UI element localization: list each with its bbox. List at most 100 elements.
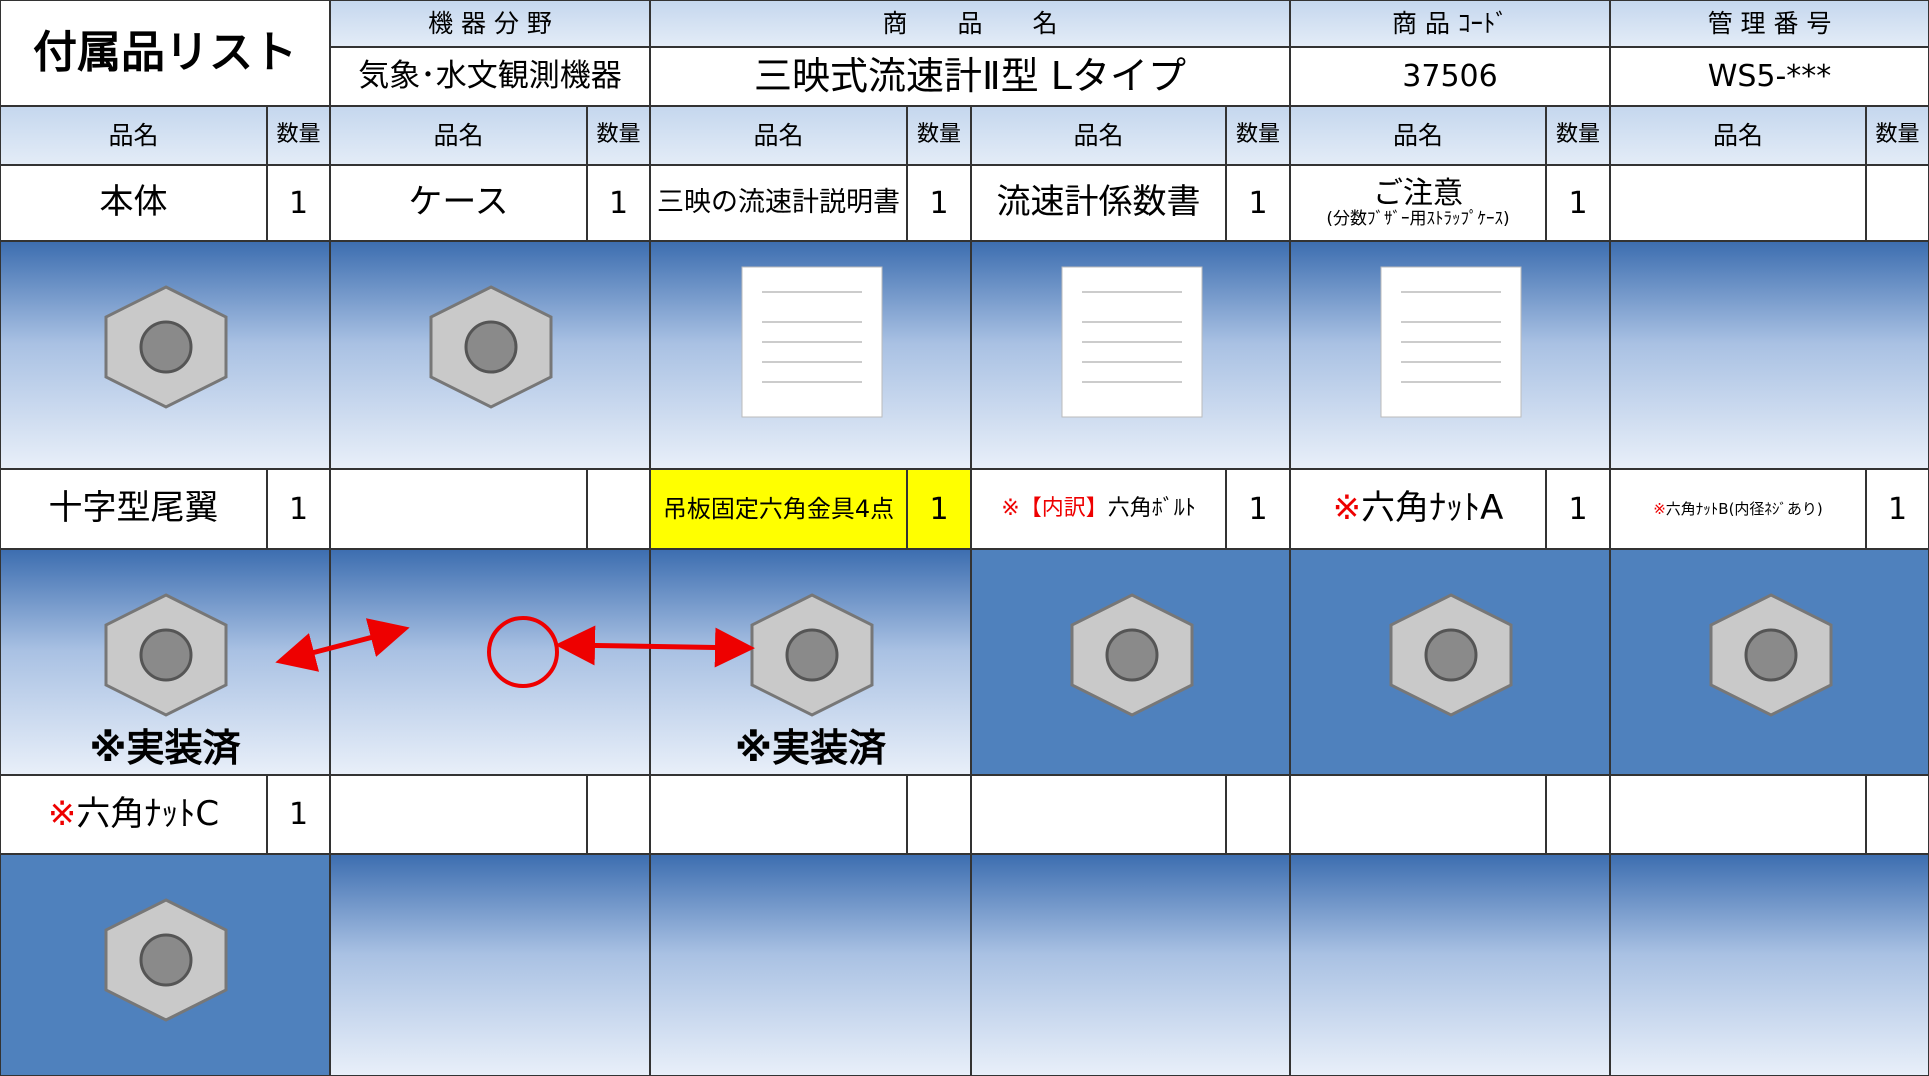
item-image-cell	[650, 241, 971, 469]
field-value: 37506	[1290, 47, 1610, 106]
item-name: 十字型尾翼	[48, 488, 219, 529]
item-picture	[104, 898, 228, 1022]
col-header-name: 品名	[108, 120, 159, 150]
col-header-name: 品名	[753, 120, 804, 150]
item-image-cell	[0, 241, 330, 469]
item-name-cell	[1610, 775, 1866, 854]
title-cell: 付属品リスト	[0, 0, 330, 106]
item-qty: 1	[929, 185, 949, 221]
image-note: ※実装済	[89, 726, 241, 771]
item-image-cell	[330, 854, 650, 1076]
item-picture	[1070, 593, 1193, 717]
item-name: ご注意	[1373, 176, 1463, 212]
item-note: ※	[1653, 500, 1666, 519]
col-header-qty: 数量	[1235, 122, 1280, 148]
item-name-cell	[1290, 775, 1546, 854]
item-picture	[104, 593, 228, 717]
item-image-cell	[650, 854, 971, 1076]
item-qty: 1	[1248, 185, 1268, 221]
item-name-cell	[650, 775, 907, 854]
item-image-cell	[971, 241, 1290, 469]
item-name: 六角ﾎﾞﾙﾄ	[1107, 495, 1196, 521]
item-qty-cell: 1	[907, 469, 971, 549]
col-header-qty: 数量	[916, 122, 961, 148]
item-qty-cell	[907, 775, 971, 854]
item-qty-cell	[1866, 165, 1929, 241]
item-qty-cell	[1546, 775, 1610, 854]
item-name-line: ※六角ﾅｯﾄB(内径ﾈｼﾞあり)	[1653, 500, 1823, 518]
title: 付属品リスト	[33, 26, 297, 78]
field-label: 商 品 名	[650, 0, 1290, 47]
col-header: 品名	[1290, 106, 1546, 165]
item-qty: 1	[288, 797, 309, 832]
item-qty-cell	[1866, 775, 1929, 854]
item-name-cell: 十字型尾翼	[0, 469, 267, 549]
col-header-name: 品名	[1392, 120, 1443, 150]
item-qty: 1	[1887, 491, 1908, 527]
field-label-text: 商 品 ｺｰﾄﾞ	[1392, 8, 1508, 38]
item-qty: 1	[1568, 491, 1588, 527]
field-label-text: 管 理 番 号	[1707, 8, 1832, 38]
item-picture	[1061, 266, 1202, 418]
item-note: ※【内訳】	[1001, 495, 1108, 521]
item-name: 吊板固定六角金具4点	[662, 494, 895, 523]
col-header: 数量	[267, 106, 330, 165]
item-name-line: ※六角ﾅｯﾄA	[1333, 490, 1504, 527]
item-name: 本体	[99, 182, 168, 223]
item-name-cell: 流速計係数書	[971, 165, 1226, 241]
item-qty: 1	[929, 491, 949, 527]
item-name-line: ご注意	[1373, 177, 1463, 210]
item-name-cell	[330, 775, 587, 854]
item-name-cell: 吊板固定六角金具4点	[650, 469, 907, 549]
image-note: ※実装済	[735, 726, 886, 771]
item-qty-cell: 1	[267, 165, 330, 241]
item-name: 六角ﾅｯﾄC	[76, 793, 220, 834]
item-qty-cell: 1	[1546, 165, 1610, 241]
item-name-cell	[971, 775, 1226, 854]
field-label: 商 品 ｺｰﾄﾞ	[1290, 0, 1610, 47]
item-picture	[429, 285, 553, 409]
col-header-name: 品名	[1712, 120, 1763, 150]
item-qty-cell: 1	[907, 165, 971, 241]
item-name-cell: 本体	[0, 165, 267, 241]
item-name-line: ※【内訳】六角ﾎﾞﾙﾄ	[1001, 495, 1196, 521]
field-value-text: 気象･水文観測機器	[358, 58, 622, 95]
field-value-text: 三映式流速計Ⅱ型 Lタイプ	[754, 53, 1186, 98]
col-header: 数量	[587, 106, 650, 165]
item-name: 三映の流速計説明書	[657, 187, 900, 219]
field-value: 三映式流速計Ⅱ型 Lタイプ	[650, 47, 1290, 106]
item-qty: 1	[1568, 185, 1588, 221]
item-name-line: 十字型尾翼	[49, 490, 219, 527]
field-label: 管 理 番 号	[1610, 0, 1929, 47]
item-name-cell: ご注意 (分数ﾌﾞｻﾞｰ用ｽﾄﾗｯﾌﾟｹｰｽ)	[1290, 165, 1546, 241]
col-header: 数量	[907, 106, 971, 165]
item-picture	[750, 593, 873, 717]
item-image-cell	[1610, 854, 1929, 1076]
item-name: ケース	[408, 182, 509, 223]
item-name-cell: ※六角ﾅｯﾄA	[1290, 469, 1546, 549]
item-qty-cell: 1	[587, 165, 650, 241]
item-name-line: 本体	[100, 184, 168, 221]
item-name-cell: ※六角ﾅｯﾄB(内径ﾈｼﾞあり)	[1610, 469, 1866, 549]
col-header-name: 品名	[1073, 120, 1124, 150]
col-header-name: 品名	[433, 120, 484, 150]
col-header-qty: 数量	[1555, 122, 1600, 148]
item-qty: 1	[288, 185, 309, 221]
field-value: WS5-***	[1610, 47, 1929, 106]
item-qty-cell	[587, 469, 650, 549]
item-name-line: ※六角ﾅｯﾄC	[48, 793, 220, 834]
col-header: 品名	[971, 106, 1226, 165]
item-name: 流速計係数書	[996, 182, 1201, 223]
item-image-cell	[330, 549, 650, 775]
field-label: 機 器 分 野	[330, 0, 650, 47]
item-note: ※	[1332, 488, 1362, 529]
item-picture	[104, 285, 228, 409]
item-picture	[1709, 593, 1832, 717]
item-name-cell	[330, 469, 587, 549]
item-qty: 1	[1248, 491, 1268, 527]
item-name-line: 吊板固定六角金具4点	[663, 496, 894, 522]
field-label-text: 機 器 分 野	[428, 8, 552, 38]
col-header: 数量	[1866, 106, 1929, 165]
item-sub: (分数ﾌﾞｻﾞｰ用ｽﾄﾗｯﾌﾟｹｰｽ)	[1326, 209, 1510, 230]
